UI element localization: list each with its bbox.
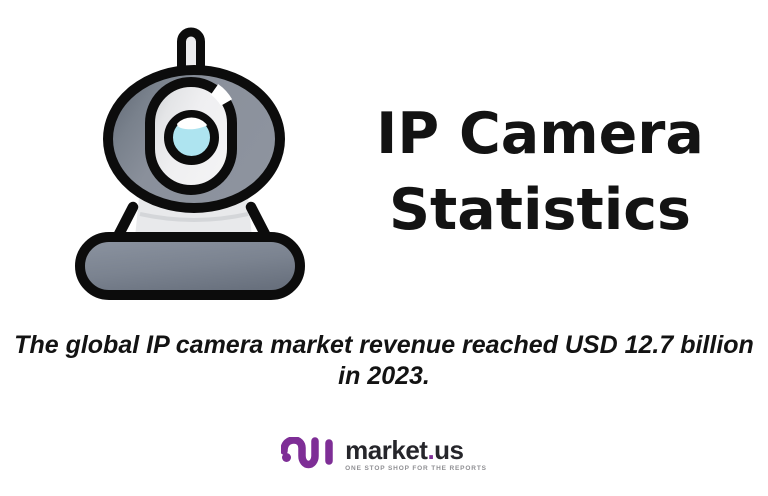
camera-base [75,232,305,300]
logo-dot [282,453,292,462]
brand-logo: market.us ONE STOP SHOP FOR THE REPORTS [0,437,768,472]
ip-camera-icon [75,27,305,300]
brand-name-main: market [345,435,428,465]
statistic-line1: The global IP camera market revenue reac… [14,331,754,359]
statistic-line2: in 2023. [338,362,430,390]
ip-camera-illustration [66,10,316,310]
page-title-line2: Statistics [389,177,691,243]
brand-name-suffix: us [434,435,464,465]
brand-text: market.us ONE STOP SHOP FOR THE REPORTS [345,437,487,472]
brand-name-dot: . [427,435,435,465]
page-title-line1: IP Camera [376,101,704,167]
brand-name: market.us [345,435,487,465]
logo-wave [281,437,319,469]
statistic-text: The global IP camera market revenue reac… [0,330,768,392]
page-title: IP Camera Statistics [318,96,762,248]
marketus-logo-icon [281,437,333,469]
camera-neck-shadow [139,212,249,222]
brand-tagline: ONE STOP SHOP FOR THE REPORTS [345,465,487,472]
faceplate-highlight-gap [210,84,233,107]
